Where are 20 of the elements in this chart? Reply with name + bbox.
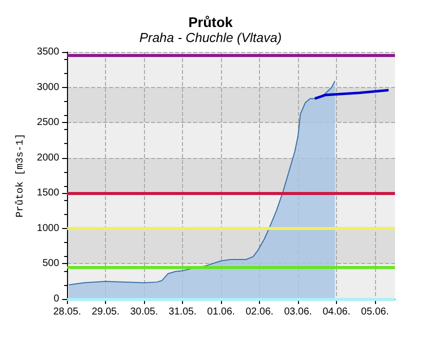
chart-title: Průtok [188,14,233,30]
x-tick-label: 01.06. [207,306,235,318]
y-tick-label: 2500 [36,117,60,128]
x-tick-label: 29.05. [92,306,120,318]
y-tick-label: 3500 [36,46,60,58]
y-tick-label: 1000 [36,222,60,234]
x-tick-label: 03.06. [284,306,312,318]
x-tick-label: 02.06. [246,306,274,318]
x-tick-label: 04.06. [322,306,350,318]
x-tick-label: 31.05. [168,306,196,318]
x-tick-label: 30.05. [130,306,158,318]
y-tick-label: 3000 [36,82,60,93]
y-tick-label: 0 [54,294,60,304]
y-axis-title: Průtok [m3s-1] [14,133,26,218]
y-tick-label: 2000 [36,152,60,164]
x-tick-label: 28.05. [53,306,82,318]
y-tick-label: 1500 [36,188,60,199]
y-tick-label: 500 [42,258,60,270]
x-tick-label: 05.06. [361,306,389,318]
chart-subtitle: Praha - Chuchle (Vltava) [139,30,282,45]
